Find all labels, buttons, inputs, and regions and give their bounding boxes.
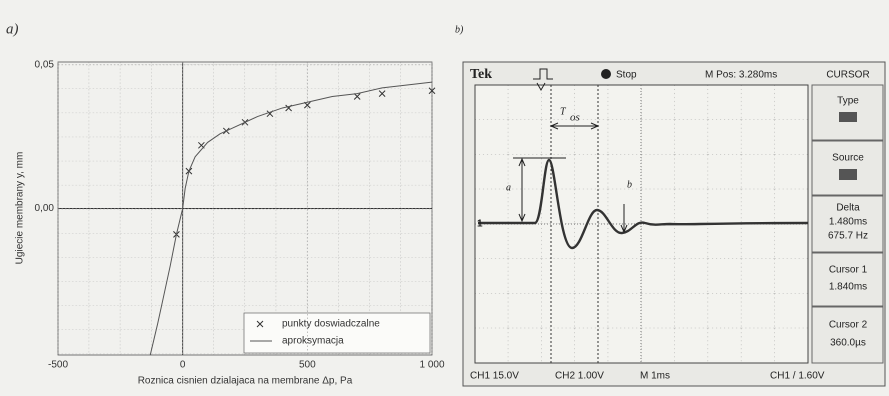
annotation: a (506, 182, 511, 193)
status-trigger: CH1 / 1.60V (770, 371, 825, 382)
menu-item: Type (837, 96, 859, 107)
status-ch2: CH2 1.00V (555, 371, 604, 382)
menu-value: 675.7 Hz (828, 231, 868, 242)
x-axis-label: Roznica cisnien dzialajaca na membrane Δ… (138, 376, 353, 387)
panel-a: a) Roznica cisnien dzialajaca na membran… (6, 21, 445, 386)
y-tick-label: 0,00 (35, 203, 55, 214)
annotation: b (627, 179, 632, 190)
legend-label: punkty doswiadczalne (282, 319, 380, 330)
menu-value: 1.840ms (829, 282, 867, 293)
x-tick-label: 500 (299, 360, 316, 371)
panel-b: b) T os a b 1 Tek Stop M Pos: 3.280ms CU… (455, 24, 885, 386)
menu-item: Cursor 1 (829, 265, 868, 276)
stop-icon (601, 69, 611, 79)
menu-value: 1.480ms (829, 217, 867, 228)
status-timebase: M 1ms (640, 371, 670, 382)
annotation: os (570, 112, 580, 124)
x-tick-label: -500 (48, 360, 68, 371)
y-tick-label: 0,05 (35, 60, 55, 71)
panel-label: b) (455, 24, 464, 35)
brand: Tek (470, 67, 492, 82)
y-axis-label: Ugiecie membrany y, mm (15, 152, 26, 265)
status-ch1: CH1 15.0V (470, 371, 519, 382)
menu-item: Source (832, 153, 864, 164)
menu-icon (839, 112, 857, 122)
panel-label: a) (6, 21, 19, 37)
x-tick-label: 1 000 (419, 360, 444, 371)
x-tick-label: 0 (180, 360, 186, 371)
menu-value: 360.0µs (830, 338, 866, 349)
figure: a) Roznica cisnien dzialajaca na membran… (0, 0, 889, 396)
level-marker: 1 (477, 219, 483, 230)
m-pos: M Pos: 3.280ms (705, 70, 777, 81)
menu-title: CURSOR (826, 70, 869, 81)
menu-item: Cursor 2 (829, 320, 868, 331)
legend-label: aproksymacja (282, 336, 344, 347)
menu-icon (839, 169, 857, 180)
menu-item: Delta (836, 203, 860, 214)
status: Stop (616, 70, 637, 81)
